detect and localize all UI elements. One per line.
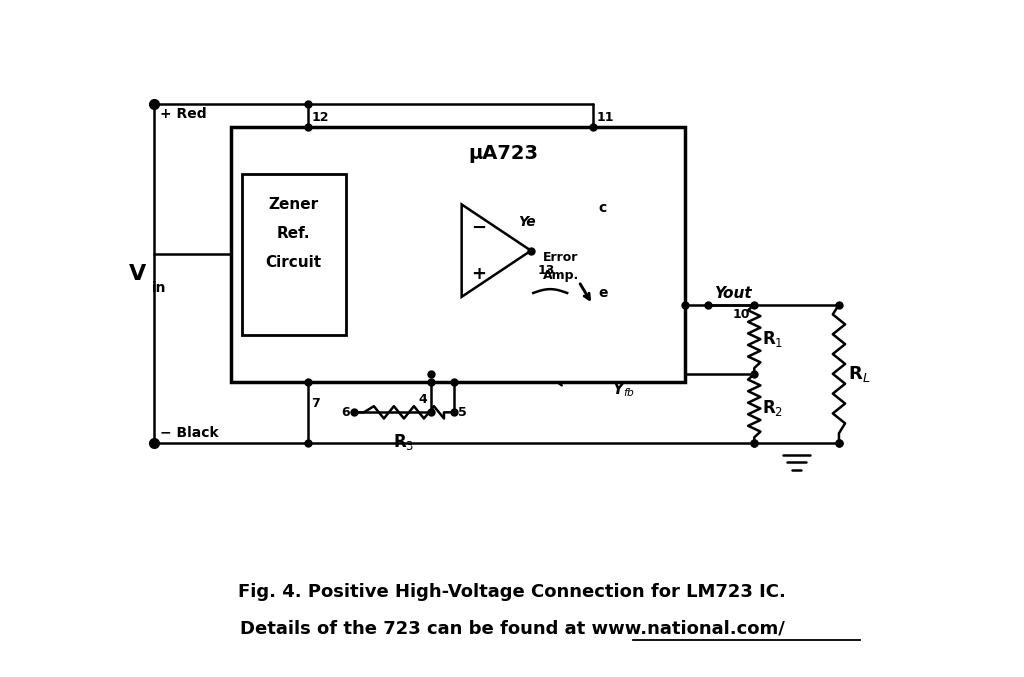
Text: c: c [599,201,607,215]
Text: 12: 12 [311,110,329,124]
Text: 6: 6 [341,406,350,419]
Text: e: e [599,286,608,300]
Text: Fig. 4. Positive High-Voltage Connection for LM723 IC.: Fig. 4. Positive High-Voltage Connection… [238,584,786,601]
Text: 13: 13 [538,265,554,278]
Text: R$_2$: R$_2$ [762,399,783,418]
Text: R$_3$: R$_3$ [393,432,415,452]
Polygon shape [462,204,531,297]
Text: Details of the 723 can be found at www.national.com/: Details of the 723 can be found at www.n… [240,619,784,637]
Text: 5: 5 [458,406,467,419]
Text: in: in [153,282,167,295]
Text: V: V [129,264,146,284]
Text: 4: 4 [418,393,427,406]
Text: Ye: Ye [518,215,536,229]
Text: R$_L$: R$_L$ [848,364,870,384]
Text: Yout: Yout [714,286,752,301]
Text: + Red: + Red [160,108,207,121]
Text: Circuit: Circuit [266,255,322,270]
Text: −: − [471,219,486,236]
Text: +: + [471,265,486,283]
Text: Error
Amp.: Error Amp. [543,250,579,282]
Text: 10: 10 [733,309,751,322]
Text: 7: 7 [311,397,321,410]
Text: − Black: − Black [160,426,218,440]
Text: Zener: Zener [268,197,318,212]
Text: μA723: μA723 [468,144,539,163]
Text: Y$_{fb}$: Y$_{fb}$ [611,380,635,399]
Text: 11: 11 [596,110,614,124]
Text: R$_1$: R$_1$ [762,329,783,349]
Bar [230,127,685,382]
Bar [243,173,346,335]
Text: Ref.: Ref. [278,226,310,241]
